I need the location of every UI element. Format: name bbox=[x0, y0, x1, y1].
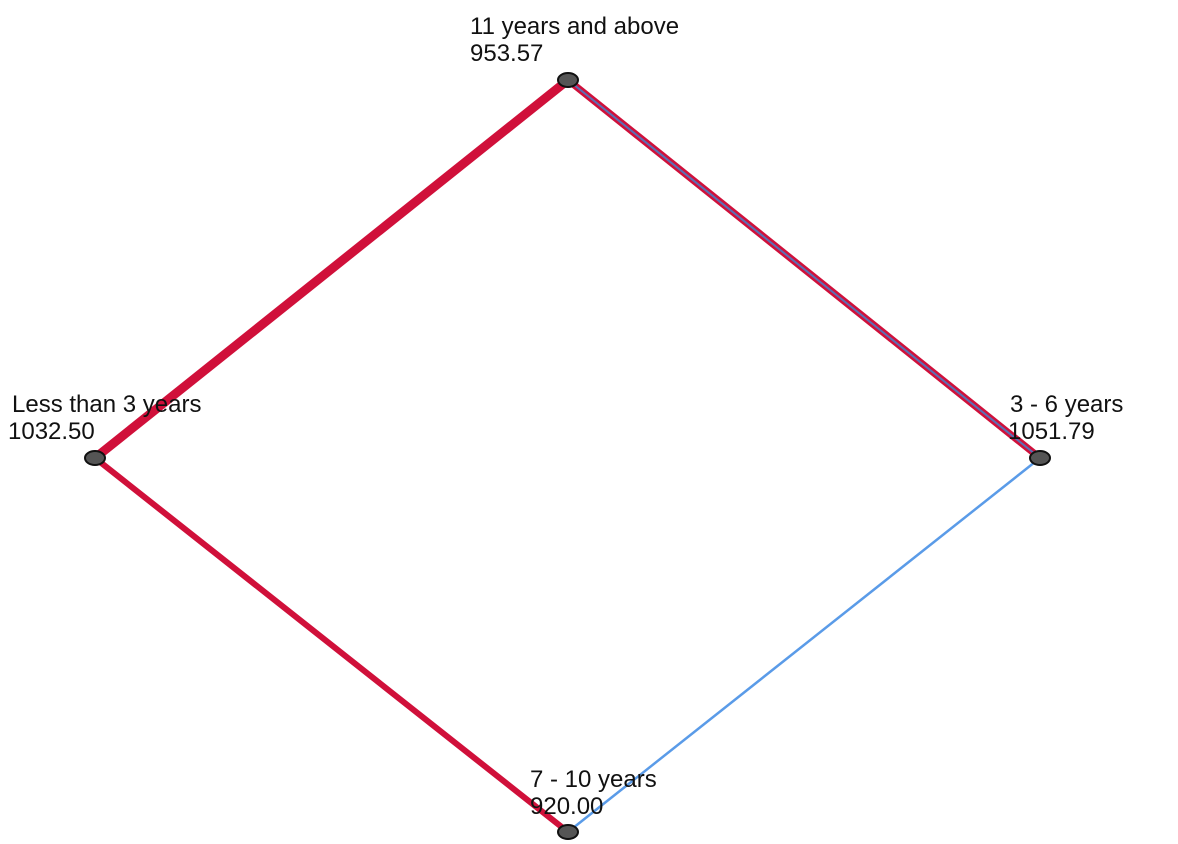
edge bbox=[92, 455, 571, 835]
edge bbox=[90, 75, 573, 463]
node-value: 1032.50 bbox=[8, 418, 95, 445]
node-label: 3 - 6 years bbox=[1010, 391, 1123, 418]
node bbox=[84, 450, 106, 466]
node-value: 920.00 bbox=[530, 793, 603, 820]
node-label: 7 - 10 years bbox=[530, 766, 657, 793]
node-label: Less than 3 years bbox=[12, 391, 201, 418]
edge bbox=[567, 457, 1041, 833]
node bbox=[1029, 450, 1051, 466]
node-label: 11 years and above bbox=[470, 13, 679, 40]
edge-inner bbox=[567, 79, 1041, 459]
node-value: 953.57 bbox=[470, 40, 543, 67]
node bbox=[557, 824, 579, 840]
node bbox=[557, 72, 579, 88]
node-value: 1051.79 bbox=[1008, 418, 1095, 445]
